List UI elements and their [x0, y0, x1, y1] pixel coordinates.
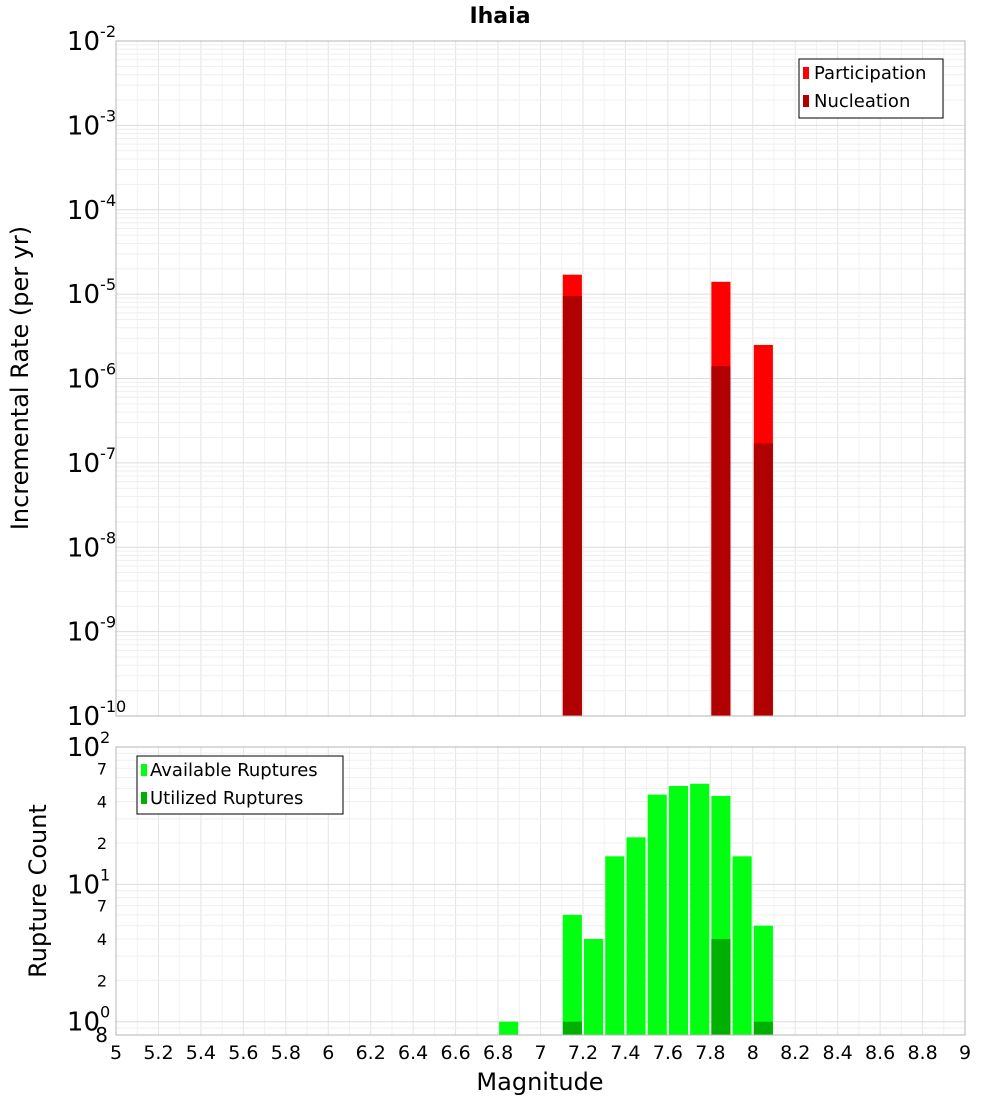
legend-swatch — [141, 792, 147, 804]
x-tick-label: 9 — [959, 1042, 971, 1064]
y-minor-tick-label: 7 — [97, 897, 107, 916]
y-minor-tick-label: 4 — [97, 793, 107, 812]
x-tick-label: 6.4 — [398, 1042, 428, 1064]
bar-available-ruptures — [626, 837, 646, 1035]
x-tick-label: 8.2 — [780, 1042, 810, 1064]
legend-swatch — [141, 764, 147, 776]
y-tick-label-exponent: -6 — [100, 360, 116, 379]
x-tick-label: 8 — [747, 1042, 759, 1064]
y-minor-tick-label: 2 — [97, 971, 107, 990]
y-tick-label-exponent: -9 — [100, 613, 116, 632]
y-tick-label: 10 — [67, 27, 100, 57]
x-tick-label: 5.6 — [228, 1042, 258, 1064]
y-minor-tick-label: 2 — [97, 834, 107, 853]
y-tick-label-exponent: -3 — [100, 106, 116, 125]
x-tick-label: 8.8 — [907, 1042, 937, 1064]
y-tick-label-exponent: -5 — [100, 275, 116, 294]
y-tick-label-exponent: 0 — [100, 1003, 110, 1022]
bar-available-ruptures — [605, 856, 625, 1035]
y-tick-label: 10 — [67, 618, 100, 648]
y-tick-label-exponent: 1 — [100, 865, 110, 884]
bar-nucleation — [753, 443, 773, 716]
x-tick-label: 8.6 — [865, 1042, 895, 1064]
x-tick-label: 6.6 — [440, 1042, 470, 1064]
bar-utilized-ruptures — [753, 1021, 773, 1035]
bar-nucleation — [711, 366, 731, 716]
bar-utilized-ruptures — [711, 939, 731, 1035]
y-tick-label: 10 — [67, 111, 100, 141]
x-tick-label: 6.8 — [483, 1042, 513, 1064]
bar-available-ruptures — [732, 856, 752, 1035]
top-legend: Participation Nucleation — [798, 58, 944, 119]
bar-utilized-ruptures — [562, 1021, 582, 1035]
y-tick-label-exponent: -4 — [100, 191, 116, 210]
bar-available-ruptures — [668, 786, 689, 1035]
bar-available-ruptures — [753, 925, 773, 1035]
x-tick-label: 6.2 — [356, 1042, 386, 1064]
legend-label: Nucleation — [814, 91, 910, 112]
y-tick-label: 10 — [67, 280, 100, 310]
x-tick-label: 5.8 — [271, 1042, 301, 1064]
bar-available-ruptures — [584, 939, 604, 1035]
bar-available-ruptures — [562, 914, 582, 1035]
x-tick-label: 8.4 — [823, 1042, 853, 1064]
y-tick-label-exponent: 2 — [100, 728, 110, 747]
bar-nucleation — [562, 296, 582, 716]
y-minor-tick-label: 4 — [97, 930, 107, 949]
y-tick-label: 10 — [67, 449, 100, 479]
bottom-legend: Available Ruptures Utilized Ruptures — [136, 755, 344, 815]
legend-swatch — [803, 67, 809, 79]
x-tick-label: 7.2 — [568, 1042, 598, 1064]
y-tick-label: 10 — [67, 870, 100, 900]
x-tick-label: 5 — [110, 1042, 122, 1064]
bar-available-ruptures — [499, 1021, 519, 1035]
legend-box — [136, 755, 344, 815]
grid — [115, 41, 966, 717]
x-tick-label: 7 — [534, 1042, 546, 1064]
bar-available-ruptures — [690, 783, 710, 1035]
y-tick-label: 10 — [67, 733, 100, 763]
bar-available-ruptures — [647, 794, 667, 1035]
y-tick-label: 10 — [67, 702, 100, 732]
y-tick-label-exponent: -8 — [100, 528, 116, 547]
x-tick-label: 7.6 — [653, 1042, 683, 1064]
y-tick-label-exponent: -10 — [100, 697, 126, 716]
plot-border — [115, 746, 966, 1036]
x-tick-label: 7.4 — [610, 1042, 640, 1064]
x-tick-label: 7.8 — [695, 1042, 725, 1064]
y-tick-label: 10 — [67, 196, 100, 226]
bars — [562, 274, 773, 716]
chart-title: Ihaia — [469, 4, 530, 29]
x-tick-label: 5.4 — [186, 1042, 216, 1064]
x-ticks: 5 5.2 5.4 5.6 5.8 6 6.2 6.4 6.6 6.8 7 7.2 7.4 7.6 7.8 8… — [110, 1042, 971, 1064]
top-y-axis-label: Incremental Rate (per yr) — [6, 226, 34, 530]
y-minor-tick-label: 8 — [95, 1023, 108, 1047]
x-tick-label: 6 — [322, 1042, 334, 1064]
plot-border — [115, 40, 966, 717]
y-tick-label: 10 — [67, 533, 100, 563]
legend-label: Available Ruptures — [150, 760, 318, 781]
legend-label: Participation — [814, 63, 926, 84]
bars — [499, 783, 773, 1035]
y-tick-label-exponent: -2 — [100, 22, 116, 41]
x-tick-label: 5.2 — [143, 1042, 173, 1064]
legend-label: Utilized Ruptures — [150, 788, 303, 809]
legend-box — [798, 58, 944, 119]
y-minor-tick-label: 7 — [97, 759, 107, 778]
y-tick-label: 10 — [67, 365, 100, 395]
y-tick-label: 10 — [67, 1008, 100, 1038]
bottom-y-axis-label: Rupture Count — [24, 804, 52, 978]
x-axis-label: Magnitude — [476, 1068, 603, 1096]
legend-swatch — [803, 95, 809, 107]
bottom-panel: 5 5.2 5.4 5.6 5.8 6 6.2 6.4 6.6 6.8 7 7.2 7.4 7.6 7.8 8… — [67, 728, 971, 1064]
y-tick-label-exponent: -7 — [100, 444, 116, 463]
